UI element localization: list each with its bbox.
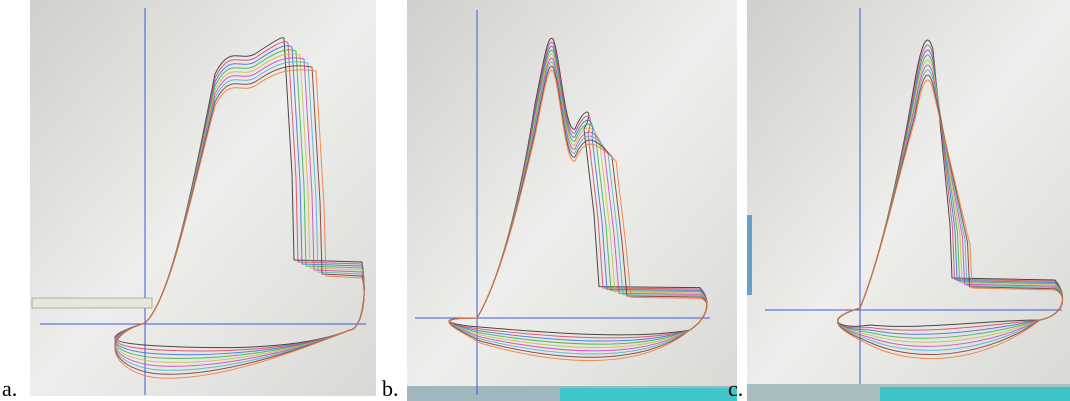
curve bbox=[114, 65, 365, 375]
curve bbox=[448, 45, 708, 342]
curve bbox=[448, 57, 708, 352]
side-strip bbox=[747, 215, 752, 295]
curve bbox=[448, 69, 708, 362]
curve bbox=[448, 61, 708, 355]
panel-label: b. bbox=[382, 376, 399, 401]
legend-box bbox=[31, 297, 153, 309]
curve bbox=[837, 79, 1064, 360]
panel-label: c. bbox=[728, 376, 743, 401]
curve bbox=[448, 53, 708, 348]
curve bbox=[448, 37, 708, 336]
panel-c-photo bbox=[747, 0, 1070, 401]
taskbar-highlight bbox=[880, 387, 1070, 401]
panel-b-photo bbox=[407, 0, 737, 401]
curve bbox=[114, 61, 365, 371]
curve bbox=[448, 49, 708, 345]
curve bbox=[448, 65, 708, 358]
panel-a-photo bbox=[30, 0, 376, 396]
curve bbox=[114, 69, 365, 379]
curve bbox=[448, 41, 708, 339]
panel-label: a. bbox=[2, 376, 17, 401]
curves bbox=[114, 37, 1064, 379]
taskbar-highlight bbox=[560, 388, 737, 401]
